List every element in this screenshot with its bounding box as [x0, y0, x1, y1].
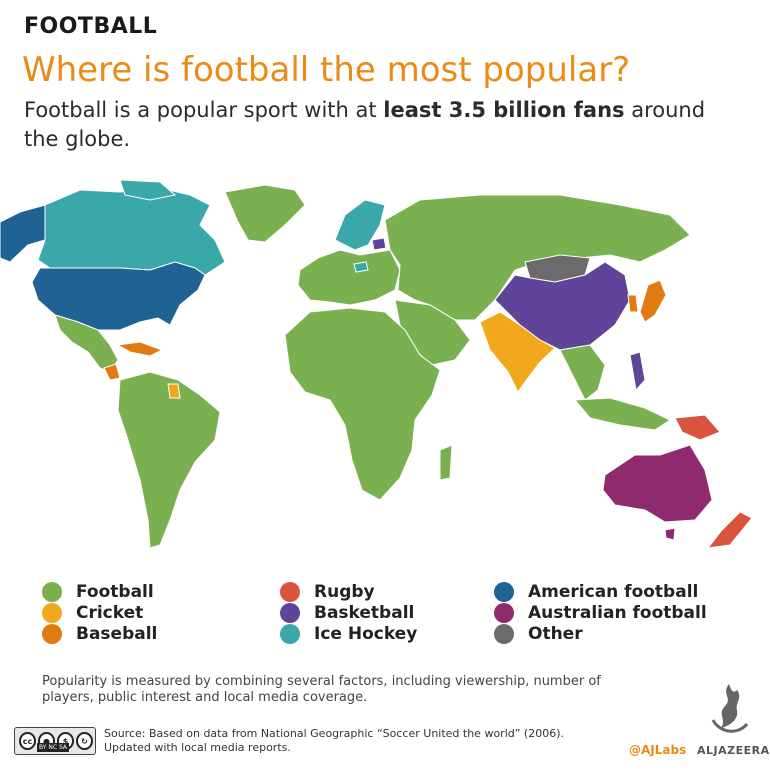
region-africa [284, 307, 441, 501]
region-guyana [167, 383, 181, 399]
region-scandinavia [334, 199, 386, 251]
region-philippines [629, 351, 646, 392]
page-title: Where is football the most popular? [22, 50, 631, 90]
legend-label: Other [528, 624, 583, 644]
creative-commons-icon: cc [19, 732, 36, 750]
legend-item-other: Other [494, 624, 583, 644]
region-canada [37, 187, 226, 276]
methodology-note: Popularity is measured by combining seve… [42, 674, 601, 705]
subtitle-text-start: Football is a popular sport with at [24, 98, 384, 122]
region-indonesia [573, 397, 672, 431]
region-lithuania [371, 237, 387, 251]
region-new-zealand [706, 511, 753, 549]
legend-item-ice-hockey: Ice Hockey [280, 624, 417, 644]
region-czechia [353, 261, 369, 273]
legend-swatch [42, 624, 62, 644]
region-greenland [224, 184, 306, 243]
share-alike-icon: ↻ [76, 732, 93, 750]
legend-item-australian-football: Australian football [494, 603, 707, 623]
brand-name: ALJAZEERA [697, 744, 770, 757]
region-caribbean [116, 341, 164, 357]
legend-label: Football [76, 582, 154, 602]
legend-label: Basketball [314, 603, 415, 623]
legend-item-football: Football [42, 582, 154, 602]
legend-label: Ice Hockey [314, 624, 418, 644]
section-kicker: FOOTBALL [24, 14, 158, 39]
legend-swatch [42, 603, 62, 623]
subtitle-text-end: around the globe. [24, 98, 706, 151]
region-madagascar [439, 444, 453, 481]
legend-swatch [494, 603, 514, 623]
region-usa [31, 261, 206, 331]
region-south-asia [479, 311, 556, 393]
region-australia [602, 444, 713, 523]
region-korea [627, 294, 639, 313]
region-europe [297, 249, 401, 306]
legend-item-rugby: Rugby [280, 582, 375, 602]
region-southeast-asia [559, 344, 606, 401]
social-handle[interactable]: @AJLabs [629, 743, 687, 757]
subtitle: Football is a popular sport with at leas… [24, 96, 744, 154]
legend-label: Rugby [314, 582, 375, 602]
legend-item-baseball: Baseball [42, 624, 157, 644]
creative-commons-badge[interactable]: cc ● $ ↻ BY NC SA [14, 727, 96, 755]
legend-item-basketball: Basketball [280, 603, 414, 623]
legend-item-american-football: American football [494, 582, 698, 602]
legend-swatch [280, 582, 300, 602]
license-tags: BY NC SA [37, 743, 70, 752]
region-png [674, 414, 721, 441]
region-arctic-islands [119, 180, 177, 201]
legend-swatch [494, 582, 514, 602]
world-map [0, 180, 753, 549]
legend: Football Cricket Baseball Rugby Basketba… [42, 580, 742, 652]
legend-swatch [280, 603, 300, 623]
aljazeera-logo-icon [711, 684, 749, 733]
legend-swatch [42, 582, 62, 602]
legend-swatch [280, 624, 300, 644]
legend-item-cricket: Cricket [42, 603, 143, 623]
subtitle-highlight: least 3.5 billion fans [383, 98, 625, 122]
legend-swatch [494, 624, 514, 644]
region-south-america [117, 371, 221, 549]
region-tasmania [664, 527, 676, 541]
region-japan [639, 279, 667, 323]
source-note: Source: Based on data from National Geog… [104, 727, 565, 754]
legend-label: Baseball [76, 624, 158, 644]
legend-label: Australian football [528, 603, 707, 623]
legend-label: Cricket [76, 603, 144, 623]
legend-label: American football [528, 582, 699, 602]
region-nicaragua [103, 363, 121, 381]
